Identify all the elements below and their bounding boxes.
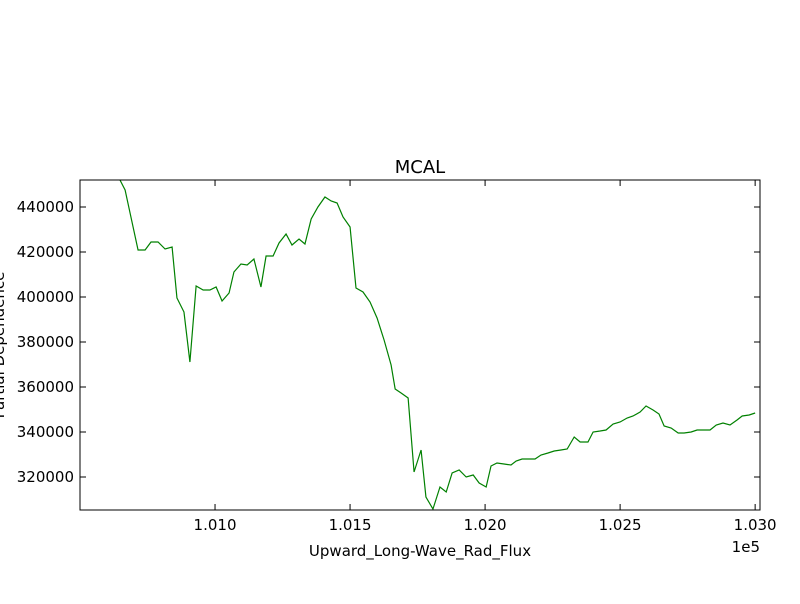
x-tick-label: 1.015: [329, 516, 372, 534]
y-tick-label: 320000: [17, 468, 74, 486]
x-offset-label: 1e5: [732, 538, 760, 556]
y-axis-label: Partial Dependence: [0, 272, 8, 419]
data-line: [119, 180, 756, 510]
x-tick-label: 1.030: [734, 516, 777, 534]
plot-frame: [79, 179, 761, 511]
x-tick-label: 1.010: [194, 516, 237, 534]
x-axis-label: Upward_Long-Wave_Rad_Flux: [309, 542, 531, 561]
y-tick-label: 360000: [17, 378, 74, 396]
y-tick-label: 340000: [17, 423, 74, 441]
x-tick-label: 1.025: [599, 516, 642, 534]
y-tick-label: 380000: [17, 333, 74, 351]
chart-title: MCAL: [395, 157, 445, 178]
x-tick-label: 1.020: [464, 516, 507, 534]
plot-area: [119, 180, 756, 510]
y-tick-label: 420000: [17, 243, 74, 261]
y-tick-label: 400000: [17, 288, 74, 306]
y-tick-label: 440000: [17, 198, 74, 216]
